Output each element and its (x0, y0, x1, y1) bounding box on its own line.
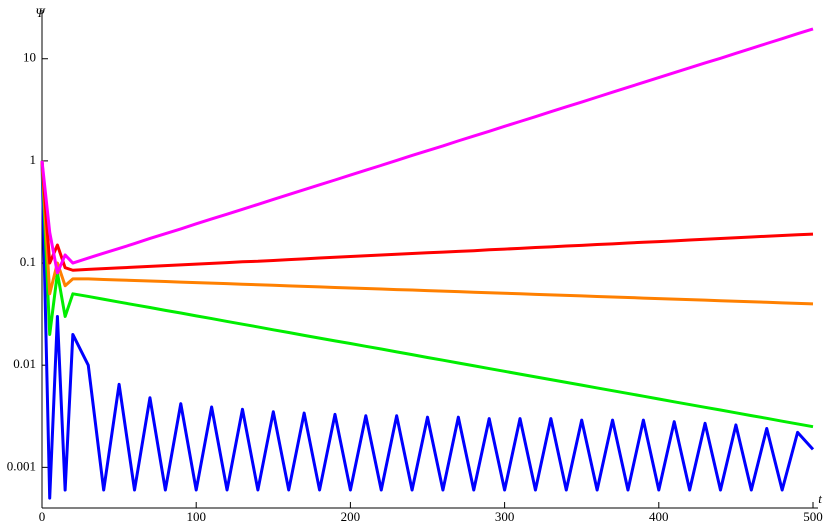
x-tick-label: 100 (186, 509, 206, 524)
series-line (40, 160, 814, 429)
y-tick-label: 10 (23, 50, 36, 65)
series-line (40, 160, 815, 500)
x-tick-label: 200 (341, 509, 361, 524)
y-tick-label: 1 (30, 152, 37, 167)
series-line (40, 160, 814, 272)
series-line (40, 27, 814, 275)
y-tick-label: 0.001 (7, 458, 36, 473)
x-tick-label: 400 (649, 509, 669, 524)
x-tick-label: 300 (495, 509, 515, 524)
y-tick-label: 0.1 (20, 254, 36, 269)
y-tick-label: 0.01 (13, 356, 36, 371)
x-axis-label: t (818, 491, 822, 506)
x-tick-label: 0 (39, 509, 46, 524)
x-tick-label: 500 (803, 509, 823, 524)
series-line (40, 160, 814, 306)
y-axis-label: Ψ (35, 5, 46, 20)
